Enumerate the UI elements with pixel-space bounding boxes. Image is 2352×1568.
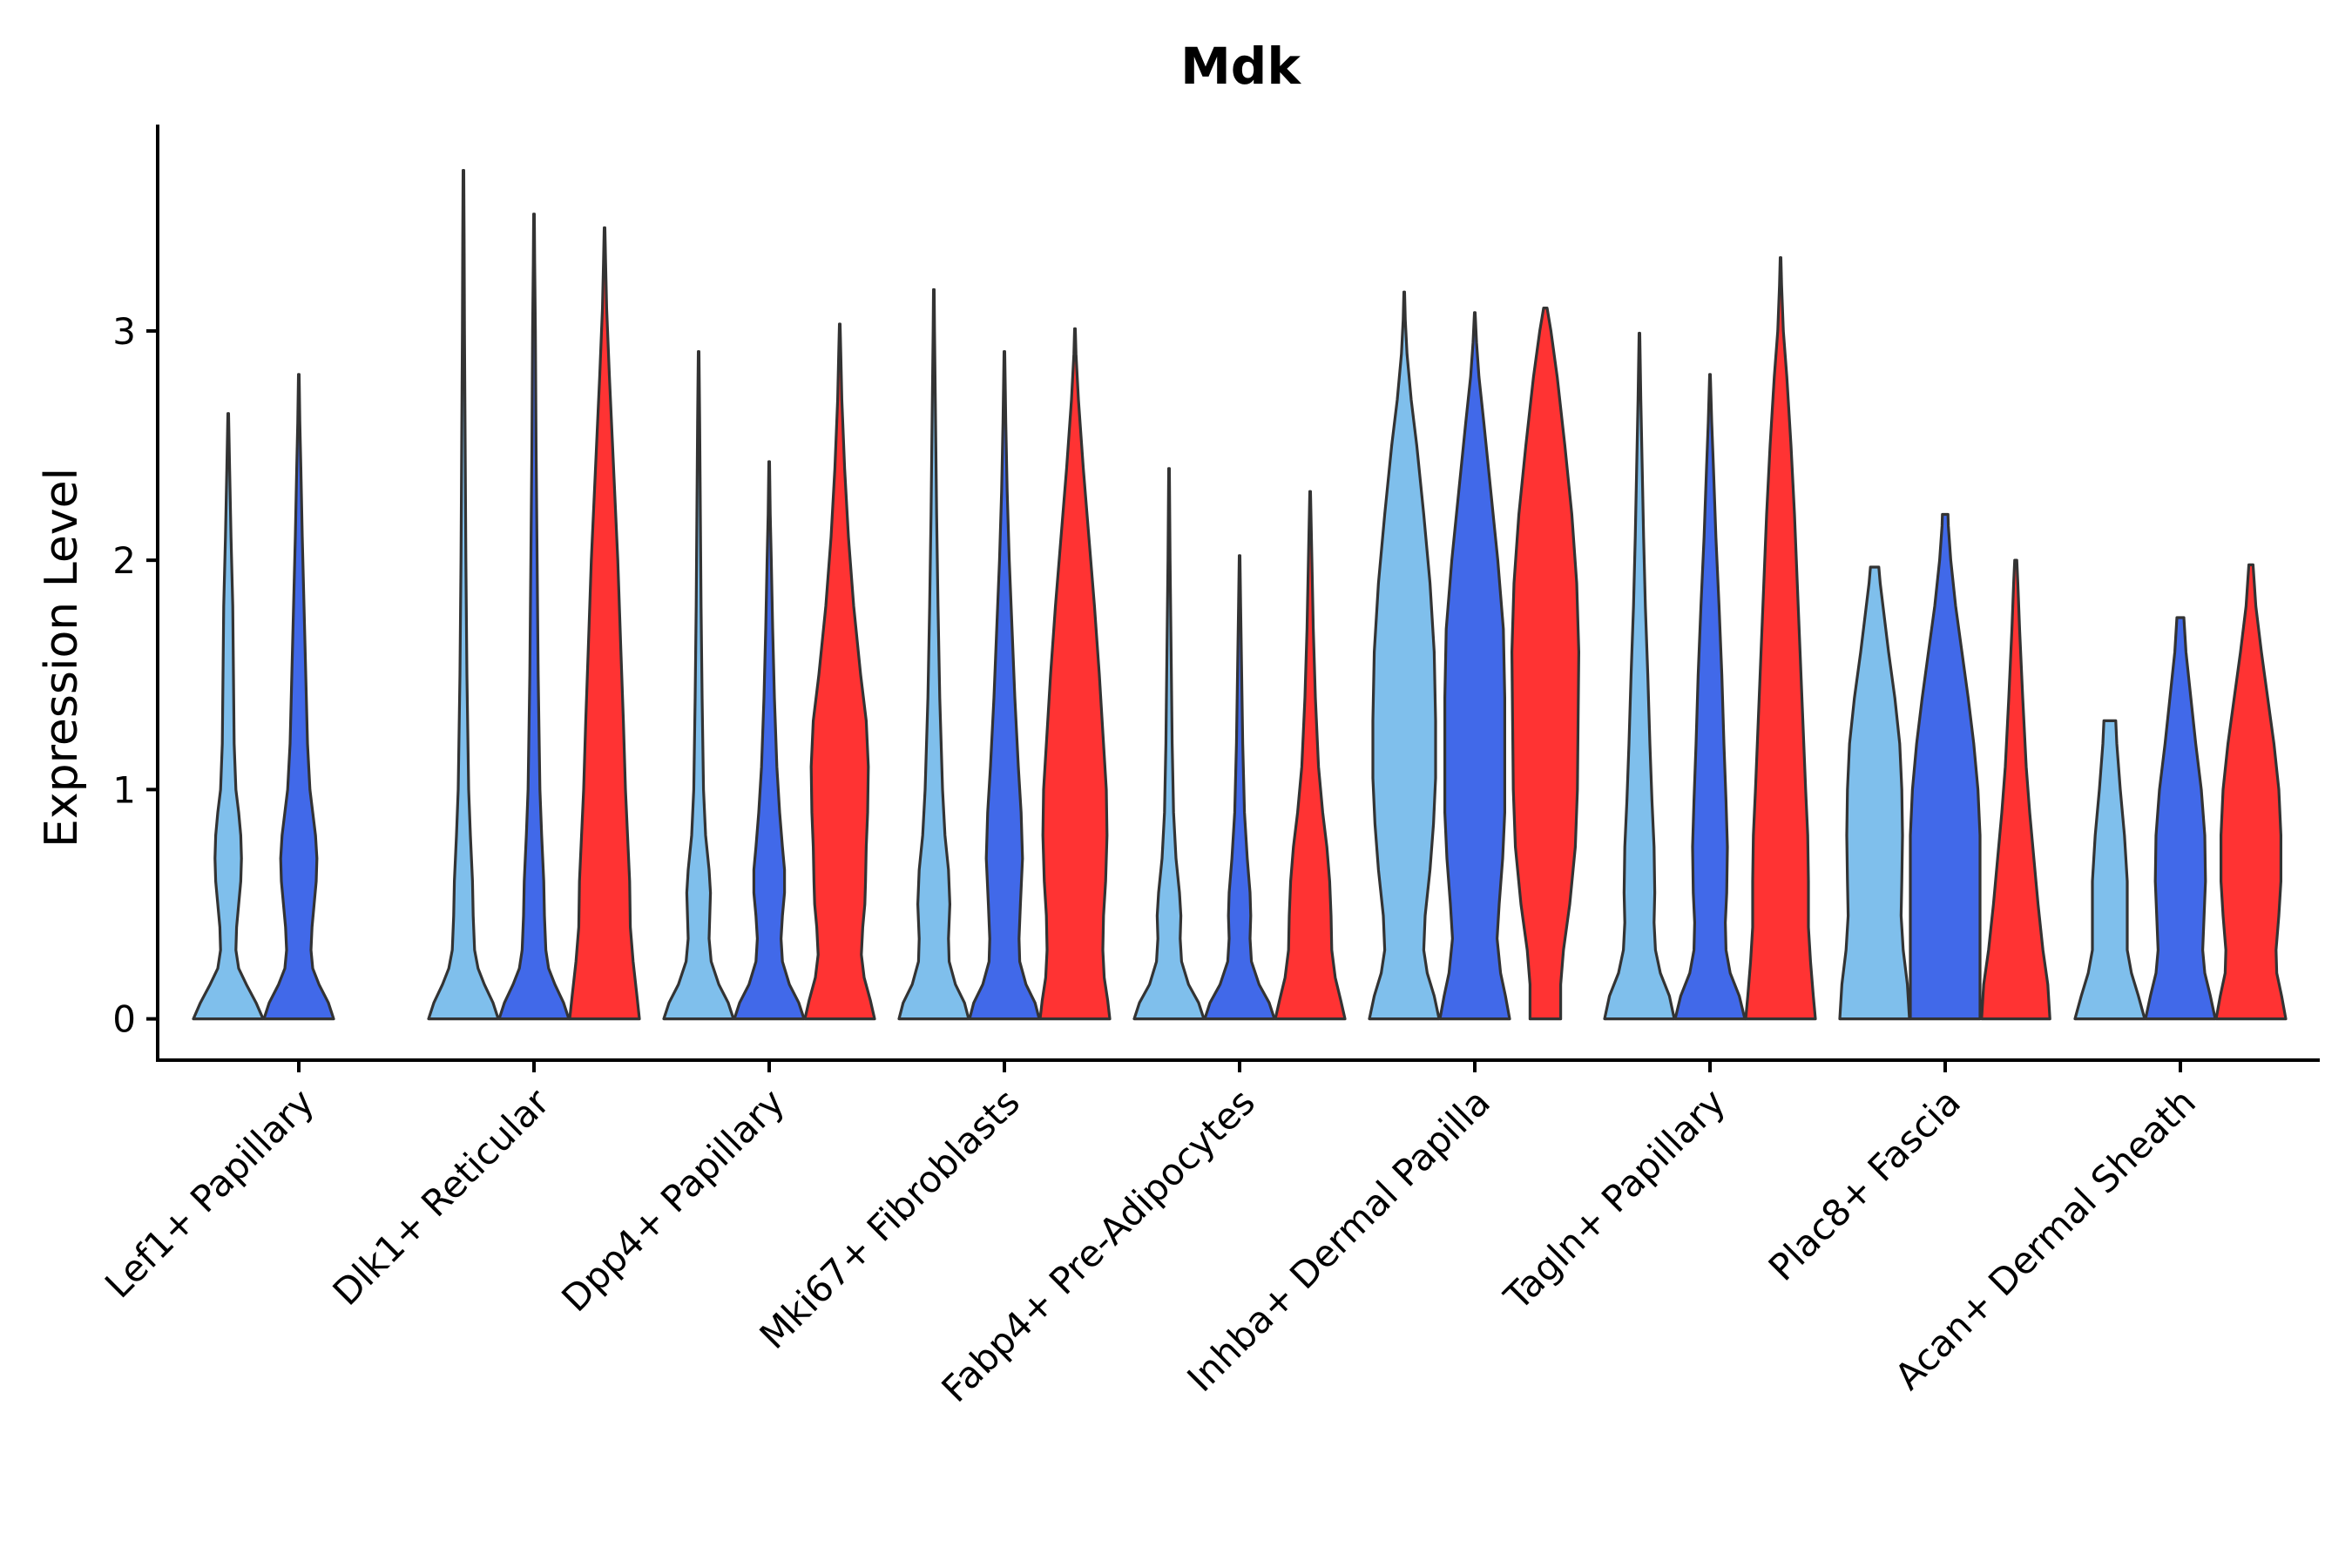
x-tick-label: Lef1+ Papillary: [97, 1080, 322, 1306]
x-tick-label: Dlk1+ Reticular: [325, 1080, 558, 1314]
violin-dpp4-papillary-s2: [803, 322, 876, 1021]
y-tick-label: 0: [112, 998, 136, 1041]
violin-fabp4-pre-adipocytes-s2: [1274, 490, 1347, 1021]
x-tick-label: Plac8+ Fascia: [1761, 1080, 1969, 1288]
violin-acan-dermal-sheath-s2: [2214, 563, 2288, 1021]
violin-tagln-papillary-s0: [1603, 331, 1676, 1021]
violin-inhba-dermal-papilla-s2: [1511, 307, 1580, 1021]
violin-plac8-fascia-s0: [1838, 565, 1911, 1021]
violin-mki67-fibroblasts-s2: [1038, 327, 1112, 1021]
y-tick-label: 1: [112, 768, 136, 811]
y-tick-label: 2: [112, 539, 136, 582]
violin-acan-dermal-sheath-s0: [2073, 719, 2146, 1021]
violin-tagln-papillary-s2: [1744, 256, 1817, 1021]
violin-fabp4-pre-adipocytes-s0: [1132, 467, 1206, 1021]
violin-fabp4-pre-adipocytes-s1: [1203, 554, 1276, 1021]
violin-acan-dermal-sheath-s1: [2144, 616, 2217, 1021]
x-tick-label: Tagln+ Papillary: [1496, 1080, 1734, 1318]
violin-mki67-fibroblasts-s0: [897, 287, 970, 1021]
violin-dlk1-reticular-s2: [568, 226, 641, 1021]
violin-lef1-papillary-s0: [192, 412, 265, 1021]
chart-title: Mdk: [1180, 37, 1301, 96]
violin-inhba-dermal-papilla-s1: [1438, 311, 1511, 1021]
violin-plac8-fascia-s1: [1909, 512, 1982, 1021]
x-tick-label: Dpp4+ Papillary: [553, 1080, 793, 1320]
violin-inhba-dermal-papilla-s0: [1368, 290, 1441, 1021]
violin-plac8-fascia-s2: [1980, 558, 2051, 1021]
violin-dpp4-papillary-s0: [662, 350, 735, 1021]
violin-mki67-fibroblasts-s1: [968, 350, 1041, 1021]
violin-lef1-papillary-s1: [262, 373, 335, 1021]
y-tick-label: 3: [112, 310, 136, 353]
violin-dpp4-papillary-s1: [733, 460, 806, 1021]
y-axis-label: Expression Level: [36, 468, 88, 848]
violin-dlk1-reticular-s1: [497, 213, 571, 1021]
violin-dlk1-reticular-s0: [427, 169, 500, 1021]
violins-layer: [192, 169, 2288, 1021]
violin-tagln-papillary-s1: [1673, 373, 1747, 1021]
y-axis-ticks: 0 1 2 3: [112, 310, 158, 1041]
x-tick-label: Mki67+ Fibroblasts: [752, 1080, 1028, 1356]
